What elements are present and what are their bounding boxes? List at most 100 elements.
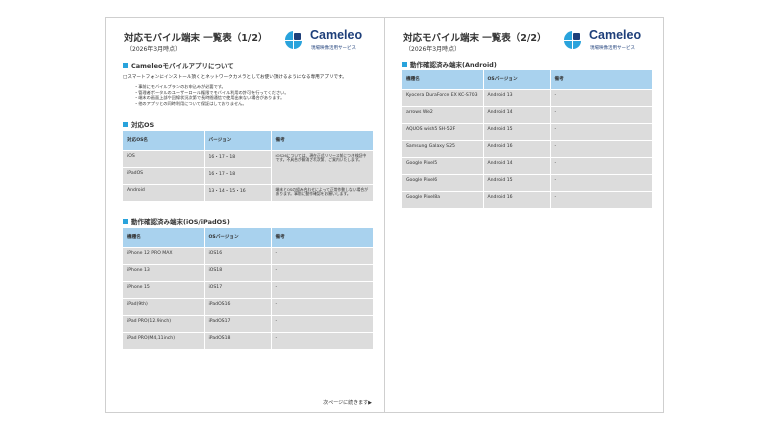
col-header: 備考 <box>271 228 374 247</box>
heading-text: 対応OS <box>131 121 155 129</box>
cell: - <box>271 280 374 298</box>
page-date: （2026年3月時点） <box>405 46 461 53</box>
table-row: Google Pixel8a Android 16- <box>402 190 653 208</box>
page-2: 対応モバイル端末 一覧表（2/2） （2026年3月時点） Cameleo 現場… <box>384 17 664 413</box>
list-item: ・事前にモバイルプランのお申込みが必要です。 <box>134 84 226 89</box>
section-heading-app: Cameleoモバイルアプリについて <box>123 60 234 70</box>
cell: iPad PRO(M4,11inch) <box>123 331 205 349</box>
cell: - <box>550 105 653 123</box>
section-heading-android: 動作確認済み端末(Android) <box>402 59 497 69</box>
section-heading-ios: 動作確認済み端末(iOS/iPadOS) <box>123 216 230 226</box>
os-table: 対応OS名 バージョン 備考 iOS 16・17・18 iOS26については、現在正式リ… <box>123 131 374 201</box>
table-row: iPadOS 16・17・18 <box>123 166 374 184</box>
cell: AQUOS wish5 SH-52F <box>402 122 484 140</box>
cell: - <box>550 190 653 208</box>
cell: Google Pixel5 <box>402 156 484 174</box>
logo-name: Cameleo <box>589 28 642 42</box>
page-date: （2026年3月時点） <box>126 46 182 53</box>
logo-mark-icon <box>284 31 302 49</box>
square-bullet-icon <box>123 62 128 68</box>
cell: iPadOS17 <box>204 314 272 332</box>
table-row: iPad(9th) iPadOS16- <box>123 297 374 315</box>
cell: - <box>550 88 653 106</box>
table-row: iPhone 13 iOS18- <box>123 263 374 281</box>
table-row: arrows We2 Android 14- <box>402 105 653 123</box>
android-device-table: 機種名 OSバージョン 備考 Kyocera DuraForce EX KC-S703… <box>402 70 653 208</box>
cell: 13・14・15・16 <box>204 183 272 201</box>
intro-text: □スマートフォンにインストール頂くとネットワークカメラとしてお使い頂けるようにな… <box>123 75 347 80</box>
table-row: AQUOS wish5 SH-52F Android 15- <box>402 122 653 140</box>
col-header: 機種名 <box>402 70 484 89</box>
cameleo-logo: Cameleo 現場映像活用サービス <box>563 28 658 54</box>
table-row: Samsung Galaxy S25 Android 16- <box>402 139 653 157</box>
col-header: OSバージョン <box>483 70 551 89</box>
notes-list: ・事前にモバイルプランのお申込みが必要です。 ・管理者ポータルのユーザーロール権… <box>134 84 289 106</box>
list-item: ・管理者ポータルのユーザーロール権限でモバイル利用の許可を行ってください。 <box>134 89 289 95</box>
cell: iPadOS16 <box>204 297 272 315</box>
heading-text: Cameleoモバイルアプリについて <box>131 62 234 70</box>
col-header: 対応OS名 <box>123 131 205 150</box>
table-row: Google Pixel6 Android 15- <box>402 173 653 191</box>
cell: Android 13 <box>483 88 551 106</box>
cell: iPhone 13 <box>123 263 205 281</box>
cell: 16・17・18 <box>204 149 272 167</box>
logo-tagline: 現場映像活用サービス <box>590 46 635 51</box>
list-item: ・端末の画面上部や回線状況次第で長時間通信で使用出来ない場合があります。 <box>134 95 285 101</box>
continue-note: 次ページに続きます▶ <box>323 400 372 406</box>
cell: arrows We2 <box>402 105 484 123</box>
cell: Kyocera DuraForce EX KC-S703 <box>402 88 484 106</box>
square-bullet-icon <box>402 61 407 67</box>
table-row: Google Pixel5 Android 14- <box>402 156 653 174</box>
logo-mark-icon <box>563 31 581 49</box>
cell: Android 14 <box>483 105 551 123</box>
cell: iOS17 <box>204 280 272 298</box>
table-row: iOS 16・17・18 iOS26については、現在正式リリース前につき検証中です。… <box>123 149 374 184</box>
page-1: 対応モバイル端末 一覧表（1/2） （2026年3月時点） Cameleo 現場… <box>105 17 385 413</box>
cell: Google Pixel6 <box>402 173 484 191</box>
cell: iPadOS18 <box>204 331 272 349</box>
cell: iPad(9th) <box>123 297 205 315</box>
cell: Android <box>123 183 205 201</box>
heading-text: 動作確認済み端末(Android) <box>410 61 497 69</box>
square-bullet-icon <box>123 121 128 127</box>
cell: - <box>550 156 653 174</box>
cell: - <box>271 314 374 332</box>
heading-text: 動作確認済み端末(iOS/iPadOS) <box>131 218 230 226</box>
table-row: iPad PRO(12.9inch) iPadOS17- <box>123 314 374 332</box>
cell: iPhone 15 <box>123 280 205 298</box>
col-header: 備考 <box>271 131 374 150</box>
ios-device-table: 機種名 OSバージョン 備考 iPhone 12 PRO MAX iOS16- iPhon… <box>123 228 374 349</box>
cell: iPad PRO(12.9inch) <box>123 314 205 332</box>
col-header: バージョン <box>204 131 272 150</box>
cell: - <box>550 173 653 191</box>
cell: - <box>550 139 653 157</box>
table-header: 機種名 OSバージョン 備考 <box>123 228 374 247</box>
cameleo-logo: Cameleo 現場映像活用サービス <box>284 28 379 54</box>
table-header: 機種名 OSバージョン 備考 <box>402 70 653 89</box>
cell: Samsung Galaxy S25 <box>402 139 484 157</box>
cell: 16・17・18 <box>204 166 272 184</box>
logo-name: Cameleo <box>310 28 363 42</box>
cell-note: 端末とOSの組み合わせによって正常作動しない場合があります。事前に動作確認をお願… <box>271 183 374 201</box>
cell: iOS18 <box>204 263 272 281</box>
table-row: iPhone 12 PRO MAX iOS16- <box>123 246 374 264</box>
cell: - <box>271 246 374 264</box>
cell: Android 15 <box>483 122 551 140</box>
cell: Android 14 <box>483 156 551 174</box>
square-bullet-icon <box>123 218 128 224</box>
table-row: Kyocera DuraForce EX KC-S703 Android 13- <box>402 88 653 106</box>
cell: Android 16 <box>483 190 551 208</box>
table-row: Android 13・14・15・16 端末とOSの組み合わせによって正常作動しない… <box>123 183 374 201</box>
cell: iPhone 12 PRO MAX <box>123 246 205 264</box>
col-header: OSバージョン <box>204 228 272 247</box>
list-item: ・他のアプリとの同時利用について保証はしておりません。 <box>134 100 247 106</box>
col-header: 機種名 <box>123 228 205 247</box>
cell: - <box>550 122 653 140</box>
cell: - <box>271 297 374 315</box>
cell: iOS <box>123 149 205 167</box>
table-row: iPad PRO(M4,11inch) iPadOS18- <box>123 331 374 349</box>
page-title: 対応モバイル端末 一覧表（2/2） <box>403 33 547 44</box>
logo-tagline: 現場映像活用サービス <box>311 46 356 51</box>
cell: - <box>271 331 374 349</box>
cell: iOS16 <box>204 246 272 264</box>
